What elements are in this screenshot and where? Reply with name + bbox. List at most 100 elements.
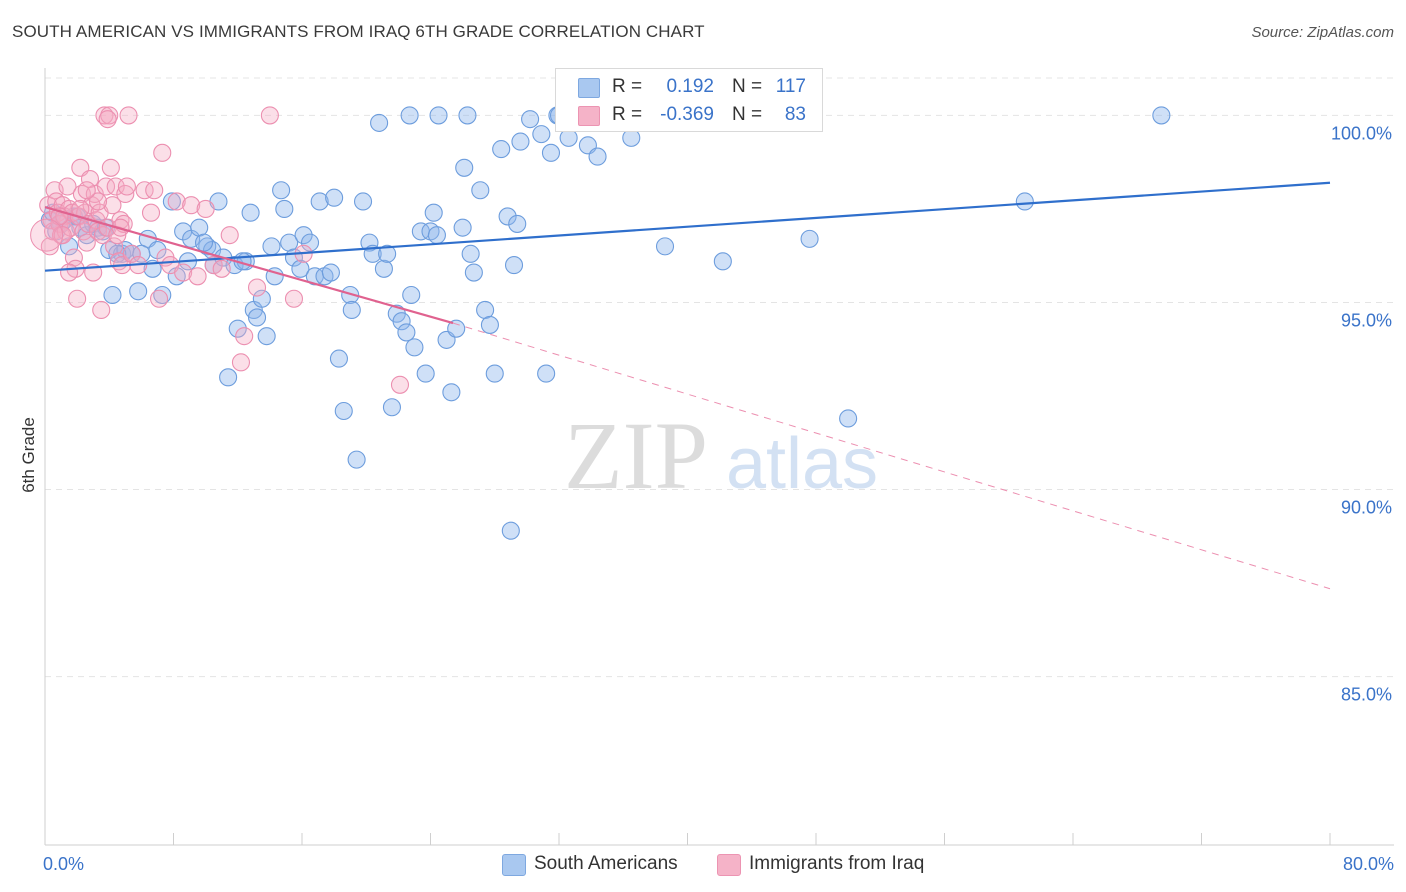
data-point-south-american <box>397 323 416 342</box>
data-point-south-american <box>382 398 402 417</box>
trend-line-south-americans <box>44 181 1331 272</box>
data-point-iraq <box>235 327 254 346</box>
data-point-iraq <box>247 278 267 297</box>
legend-n-value: 83 <box>784 104 806 125</box>
data-point-south-american <box>272 181 291 200</box>
legend-row-south-americans: R = 0.192 N = 117 <box>556 73 822 101</box>
data-point-south-american <box>453 218 472 237</box>
legend-swatch-blue <box>502 854 526 876</box>
data-point-iraq <box>231 353 251 372</box>
data-point-south-american <box>588 147 607 166</box>
data-point-south-american <box>228 319 247 338</box>
data-point-iraq <box>220 226 239 245</box>
data-point-south-american <box>455 158 474 177</box>
data-point-south-american <box>241 203 260 222</box>
data-point-south-american <box>291 259 310 278</box>
data-point-south-american <box>129 282 148 301</box>
legend-row-iraq: R = -0.369 N = 83 <box>556 101 822 129</box>
x-tick-label: 80.0% <box>1343 854 1394 874</box>
data-point-south-american <box>342 300 361 320</box>
data-point-iraq <box>135 181 154 200</box>
data-point-iraq <box>196 199 215 219</box>
data-point-south-american <box>427 226 446 245</box>
data-point-iraq <box>153 143 172 162</box>
trend-line-iraq-extrapolated <box>452 322 1331 590</box>
data-point-south-american <box>341 285 360 305</box>
data-point-south-american <box>464 263 483 282</box>
data-point-south-american <box>321 263 340 282</box>
legend-r-value: -0.369 <box>660 104 714 125</box>
data-point-south-american <box>294 226 313 245</box>
data-point-south-american <box>498 207 517 226</box>
legend-r-value: 0.192 <box>666 76 714 97</box>
grid-lines <box>45 77 1394 678</box>
data-point-south-american <box>300 233 320 252</box>
legend-n-value: 117 <box>775 76 806 97</box>
legend-r-label: R = <box>612 76 643 97</box>
data-point-iraq <box>92 300 111 320</box>
y-tick-label: 85.0% <box>1341 685 1392 705</box>
data-point-south-american <box>511 132 530 151</box>
data-point-south-american <box>353 192 373 211</box>
data-point-south-american <box>541 143 561 162</box>
data-point-south-american <box>392 312 411 331</box>
legend-label: South Americans <box>534 853 678 874</box>
y-tick-label: 100.0% <box>1331 123 1392 143</box>
correlation-legend: R = 0.192 N = 117 R = -0.369 N = 83 <box>555 68 823 132</box>
data-point-iraq <box>145 181 164 200</box>
data-point-south-american <box>476 300 495 320</box>
data-point-south-american <box>360 233 379 252</box>
data-point-iraq-cluster <box>30 218 64 252</box>
data-point-iraq <box>68 289 87 308</box>
watermark-atlas: atlas <box>726 424 878 504</box>
data-point-iraq <box>98 110 117 129</box>
series-south-americans <box>40 106 1171 540</box>
watermark: ZIP atlas <box>564 402 878 509</box>
data-point-south-american <box>374 259 393 278</box>
data-point-south-american <box>501 521 520 540</box>
y-axis-label: 6th Grade <box>19 417 38 493</box>
data-point-iraq <box>149 289 169 308</box>
data-point-south-american <box>275 199 294 219</box>
chart-title: SOUTH AMERICAN VS IMMIGRANTS FROM IRAQ 6… <box>12 22 705 41</box>
data-point-south-american <box>257 327 276 346</box>
data-point-iraq <box>212 259 231 278</box>
data-point-south-american <box>370 113 389 132</box>
data-point-south-american <box>347 450 366 469</box>
data-point-south-american <box>252 289 271 308</box>
data-point-iraq <box>390 375 410 394</box>
data-point-iraq <box>77 233 96 252</box>
data-point-iraq <box>188 267 207 286</box>
y-tick-label: 95.0% <box>1341 310 1392 330</box>
data-point-south-american <box>508 214 527 233</box>
data-point-iraq <box>119 106 138 125</box>
data-point-south-american <box>504 256 524 275</box>
data-point-south-american <box>400 106 419 125</box>
data-point-south-american <box>378 244 397 263</box>
data-point-south-american <box>447 319 466 338</box>
legend-swatch-pink <box>717 854 741 876</box>
data-point-south-american <box>537 364 556 383</box>
data-point-south-american <box>310 192 329 211</box>
trend-line-iraq <box>44 206 454 325</box>
data-point-south-american <box>405 338 424 357</box>
data-point-south-american <box>480 315 499 334</box>
data-point-south-american <box>325 188 344 207</box>
data-point-iraq <box>58 177 77 196</box>
data-point-south-american <box>485 364 504 383</box>
data-point-south-american <box>521 110 540 129</box>
series-legend: South Americans Immigrants from Iraq <box>0 851 1406 879</box>
data-point-south-american <box>839 409 858 428</box>
data-point-iraq <box>167 192 186 211</box>
axes <box>44 68 1394 846</box>
legend-n-label: N = <box>732 76 763 97</box>
data-point-iraq <box>103 196 122 215</box>
data-point-south-american <box>194 233 214 252</box>
data-point-south-american <box>424 203 443 222</box>
x-tick-label: 0.0% <box>43 854 84 874</box>
data-point-iraq <box>117 177 136 196</box>
data-point-south-american <box>471 181 490 200</box>
data-point-south-american <box>800 229 819 248</box>
trend-lines <box>44 181 1331 590</box>
